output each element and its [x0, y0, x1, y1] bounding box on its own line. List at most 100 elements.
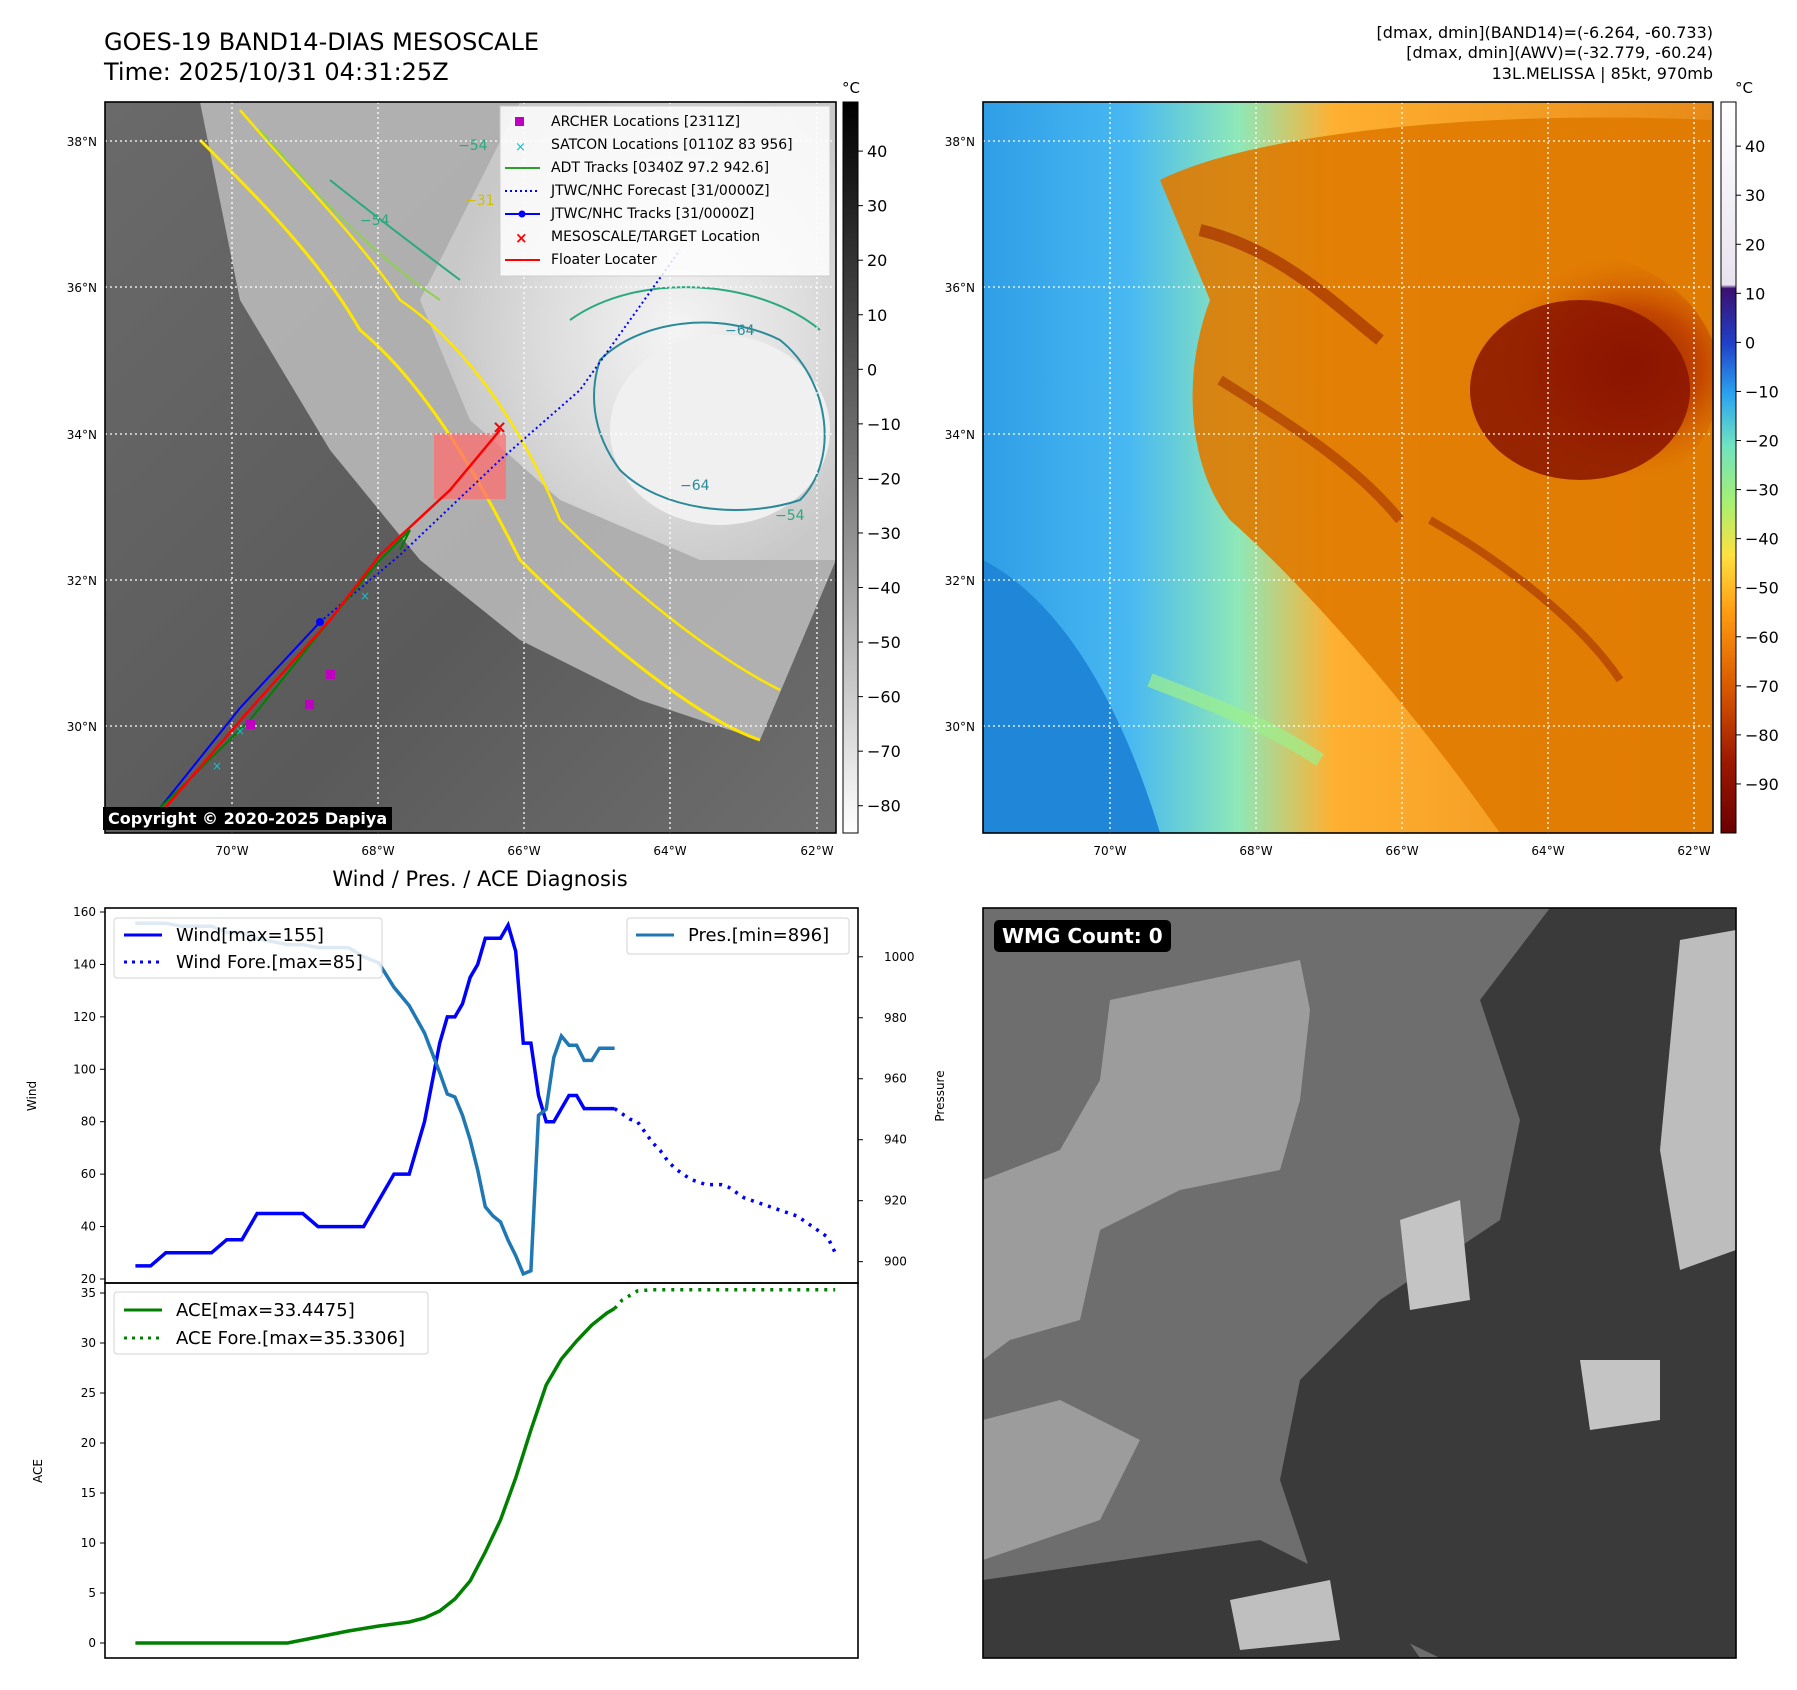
- wmg-region-bright: [1230, 1580, 1340, 1650]
- wv-colorbar-tick-label: −30: [1745, 481, 1779, 500]
- wv-imagery: [983, 102, 1713, 833]
- ir-lat-label: 34°N: [67, 428, 97, 442]
- ir-colorbar-tick-label: 10: [867, 306, 887, 325]
- ace-axis-label: ACE: [31, 1459, 45, 1483]
- legend-wind: Wind[max=155]: [176, 925, 324, 946]
- ir-colorbar-tick-label: −20: [867, 469, 901, 488]
- wv-colorbar-tick-label: −20: [1745, 432, 1779, 451]
- legend-satcon: SATCON Locations [0110Z 83 956]: [551, 137, 793, 153]
- info-awv: [dmax, dmin](AWV)=(-32.779, -60.24): [1406, 43, 1713, 62]
- wmg-count-badge: WMG Count: 0: [994, 920, 1171, 952]
- contour-label: −54: [458, 138, 488, 154]
- legend-pressure: Pres.[min=896]: [688, 925, 829, 946]
- wind-tick-label: 40: [81, 1220, 96, 1234]
- ir-colorbar-tick-label: 30: [867, 197, 887, 216]
- wind-line: [135, 920, 615, 1268]
- ace-legend: ACE[max=33.4475] ACE Fore.[max=35.3306]: [113, 1291, 429, 1355]
- ir-lon-label: 64°W: [653, 844, 686, 858]
- archer-marker: [305, 700, 314, 709]
- legend-tracks: JTWC/NHC Tracks [31/0000Z]: [550, 206, 754, 222]
- wind-tick-label: 120: [73, 1010, 96, 1024]
- wv-colorbar-unit: °C: [1735, 79, 1753, 97]
- wv-colorbar-tick-label: 0: [1745, 333, 1755, 352]
- contour-label: −64: [680, 478, 710, 494]
- wv-lon-labels: 70°W 68°W 66°W 64°W 62°W: [1093, 844, 1710, 858]
- adt-track-line: [159, 529, 411, 809]
- ir-colorbar-tick-label: −10: [867, 415, 901, 434]
- contour-label: −31: [465, 193, 495, 209]
- figure-time: Time: 2025/10/31 04:31:25Z: [103, 58, 449, 86]
- satcon-marker: ×: [212, 759, 222, 773]
- jtwc-track-line: [159, 621, 321, 809]
- ir-colorbar-tick-label: −60: [867, 688, 901, 707]
- archer-marker: [326, 670, 335, 679]
- wind-forecast-line: [613, 1107, 837, 1254]
- info-band14: [dmax, dmin](BAND14)=(-6.264, -60.733): [1377, 23, 1713, 42]
- ir-lon-label: 62°W: [800, 844, 833, 858]
- floater-locator-line: [164, 429, 501, 809]
- wv-satellite-panel: 38°N 36°N 34°N 32°N 30°N 70°W 68°W 66°W …: [945, 79, 1779, 858]
- ir-colorbar-tick-label: −50: [867, 633, 901, 652]
- ir-colorbar-tick-label: −40: [867, 579, 901, 598]
- ir-frame: [104, 101, 837, 834]
- ace-tick-label: 5: [88, 1586, 96, 1600]
- wv-lon-label: 68°W: [1239, 844, 1272, 858]
- wind-axis-label: Wind: [25, 1081, 39, 1111]
- wv-lat-label: 34°N: [945, 428, 975, 442]
- wmg-region-light: [983, 960, 1310, 1360]
- ir-colorbar-unit: °C: [842, 79, 860, 97]
- pressure-tick-label: 940: [884, 1133, 907, 1147]
- ir-lat-label: 30°N: [67, 720, 97, 734]
- ir-colorbar-tick-label: 0: [867, 360, 877, 379]
- ir-lat-label: 38°N: [67, 135, 97, 149]
- ace-tick-label: 25: [81, 1386, 96, 1400]
- wmg-region-bright: [1580, 1360, 1660, 1430]
- ir-lon-label: 70°W: [215, 844, 248, 858]
- wv-colorbar-tick-label: 40: [1745, 137, 1765, 156]
- wv-lon-label: 66°W: [1385, 844, 1418, 858]
- ace-tick-label: 0: [88, 1636, 96, 1650]
- ir-colorbar-tick-label: −30: [867, 524, 901, 543]
- wind-tick-label: 160: [73, 905, 96, 919]
- ace-tick-label: 35: [81, 1286, 96, 1300]
- ace-forecast-line: [613, 1287, 836, 1310]
- legend-target: MESOSCALE/TARGET Location: [551, 229, 760, 245]
- wind-tick-label: 140: [73, 957, 96, 971]
- copyright-badge: Copyright © 2020-2025 Dapiya: [103, 807, 393, 830]
- contour-label: −54: [775, 508, 805, 524]
- ir-colorbar-tick-label: 20: [867, 251, 887, 270]
- wmg-region-light: [983, 1400, 1140, 1560]
- wmg-region-bright: [1660, 930, 1736, 1270]
- target-marker: ×: [492, 417, 507, 438]
- chart-title: Wind / Pres. / ACE Diagnosis: [332, 867, 627, 891]
- wv-colorbar: [1720, 101, 1737, 834]
- wv-lat-label: 38°N: [945, 135, 975, 149]
- wv-lat-label: 30°N: [945, 720, 975, 734]
- ace-tick-label: 10: [81, 1536, 96, 1550]
- wind-tick-label: 80: [81, 1115, 96, 1129]
- contour-label: −54: [360, 213, 390, 229]
- wv-colorbar-tick-label: 20: [1745, 235, 1765, 254]
- wv-lon-label: 64°W: [1531, 844, 1564, 858]
- ir-legend: ARCHER Locations [2311Z] × SATCON Locati…: [499, 105, 831, 277]
- wind-tick-label: 60: [81, 1167, 96, 1181]
- legend-ace: ACE[max=33.4475]: [176, 1300, 355, 1321]
- jtwc-track-point: [316, 618, 324, 626]
- wv-lat-labels: 38°N 36°N 34°N 32°N 30°N: [945, 135, 975, 734]
- pressure-tick-label: 980: [884, 1011, 907, 1025]
- wv-lat-label: 36°N: [945, 281, 975, 295]
- ir-lon-labels: 70°W 68°W 66°W 64°W 62°W: [215, 844, 833, 858]
- satcon-marker: ×: [235, 724, 245, 738]
- ir-lat-label: 32°N: [67, 574, 97, 588]
- wv-colorbar-tick-label: 10: [1745, 284, 1765, 303]
- pressure-tick-label: 920: [884, 1194, 907, 1208]
- target-legend-icon: ×: [515, 229, 528, 247]
- satcon-marker: ×: [360, 589, 370, 603]
- wv-colorbar-tick-label: −50: [1745, 579, 1779, 598]
- ir-satellite-panel: × × × × −54 −54 −64 −64 −31 −54 ARCHER L…: [67, 79, 901, 858]
- ir-lat-labels: 38°N 36°N 34°N 32°N 30°N: [67, 135, 97, 734]
- legend-forecast: JTWC/NHC Forecast [31/0000Z]: [550, 183, 770, 199]
- wv-colorbar-tick-label: 30: [1745, 186, 1765, 205]
- wmg-frame: [982, 907, 1737, 1659]
